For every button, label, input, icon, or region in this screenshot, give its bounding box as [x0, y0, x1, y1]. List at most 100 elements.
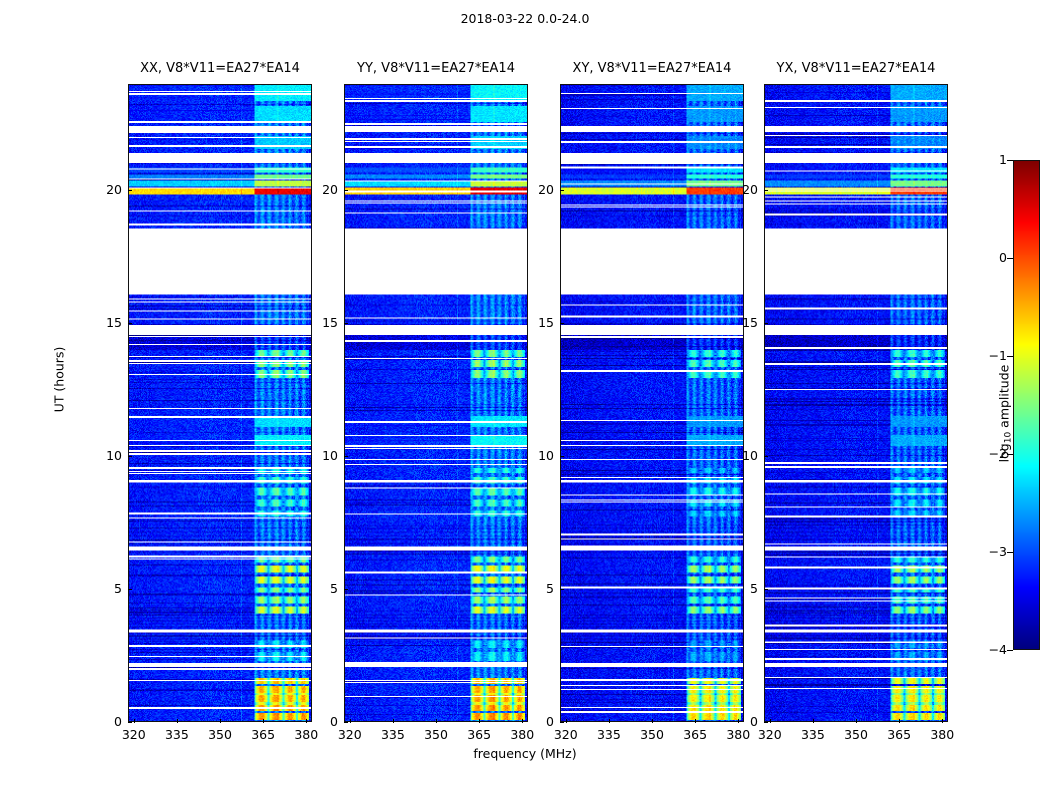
colorbar-tick-mark	[1007, 552, 1013, 553]
y-tick-mark	[128, 722, 132, 723]
x-tick-label: 320	[757, 727, 782, 742]
y-tick-label: 0	[546, 714, 554, 729]
waterfall-panel-xx[interactable]	[128, 84, 312, 722]
x-tick-label: 350	[424, 727, 448, 742]
x-tick-label: 365	[683, 727, 708, 742]
colorbar-label-subscript: 10	[1003, 431, 1014, 444]
colorbar-tick-mark	[1007, 160, 1013, 161]
x-tick-mark	[608, 719, 610, 723]
y-tick-mark	[128, 456, 132, 458]
colorbar-tick-label: −1	[988, 348, 1007, 363]
x-tick-mark	[942, 719, 944, 723]
y-tick-mark	[560, 456, 564, 458]
panel-title-yx: YX, V8*V11=EA27*EA14	[776, 61, 936, 76]
x-tick-mark	[436, 719, 437, 723]
x-tick-label: 350	[844, 727, 868, 742]
y-tick-mark	[344, 722, 348, 723]
y-tick-mark	[344, 456, 348, 458]
y-tick-mark	[764, 722, 768, 723]
x-tick-mark	[220, 719, 221, 723]
y-tick-label: 0	[750, 714, 758, 729]
y-tick-mark	[344, 323, 348, 325]
y-tick-label: 15	[322, 315, 338, 331]
y-tick-label: 0	[114, 714, 122, 729]
x-tick-label: 320	[553, 727, 578, 742]
y-tick-mark	[128, 190, 132, 192]
x-tick-label: 335	[800, 727, 825, 742]
x-tick-mark	[812, 719, 814, 723]
x-tick-mark	[899, 719, 901, 723]
y-tick-mark	[560, 722, 564, 723]
y-tick-mark	[128, 589, 132, 591]
x-tick-mark	[856, 719, 857, 723]
x-tick-label: 335	[380, 727, 405, 742]
panel-title-yy: YY, V8*V11=EA27*EA14	[357, 61, 515, 76]
x-axis-label: frequency (MHz)	[473, 746, 577, 761]
y-tick-mark	[560, 589, 564, 591]
waterfall-panel-yx[interactable]	[764, 84, 948, 722]
colorbar-tick-mark	[1007, 650, 1013, 651]
x-tick-mark	[769, 719, 771, 723]
y-tick-label: 20	[538, 182, 554, 198]
y-tick-mark	[344, 589, 348, 591]
x-tick-mark	[565, 719, 567, 723]
x-tick-label: 335	[164, 727, 189, 742]
y-tick-label: 5	[750, 581, 758, 597]
x-tick-mark	[738, 719, 740, 723]
figure-suptitle: 2018-03-22 0.0-24.0	[460, 11, 590, 26]
y-tick-mark	[764, 190, 768, 192]
y-tick-label: 10	[742, 448, 758, 464]
x-tick-mark	[522, 719, 524, 723]
y-tick-label: 15	[106, 315, 122, 331]
x-tick-mark	[176, 719, 178, 723]
y-tick-label: 20	[742, 182, 758, 198]
colorbar-tick-label: 0	[999, 250, 1007, 265]
colorbar-tick-mark	[1007, 258, 1013, 259]
x-tick-mark	[695, 719, 697, 723]
colorbar-label-suffix: amplitude	[996, 364, 1012, 432]
x-tick-mark	[349, 719, 351, 723]
panel-title-xy: XY, V8*V11=EA27*EA14	[572, 61, 732, 76]
colorbar[interactable]	[1013, 160, 1040, 650]
y-axis-label: UT (hours)	[51, 346, 67, 413]
y-tick-mark	[344, 190, 348, 192]
y-tick-mark	[764, 456, 768, 458]
colorbar-tick-label: −2	[988, 446, 1007, 461]
colorbar-tick-mark	[1007, 356, 1013, 357]
y-tick-label: 10	[538, 448, 554, 464]
x-tick-mark	[133, 719, 135, 723]
y-tick-mark	[560, 190, 564, 192]
colorbar-tick-label: 1	[999, 152, 1007, 167]
x-tick-label: 350	[640, 727, 664, 742]
y-tick-label: 15	[742, 315, 758, 331]
y-tick-label: 5	[546, 581, 554, 597]
waterfall-panel-xy[interactable]	[560, 84, 744, 722]
x-tick-label: 365	[887, 727, 912, 742]
y-tick-label: 0	[330, 714, 338, 729]
x-tick-mark	[479, 719, 481, 723]
y-tick-mark	[560, 323, 564, 325]
waterfall-panel-yy[interactable]	[344, 84, 528, 722]
x-tick-label: 380	[294, 727, 319, 742]
y-tick-mark	[128, 323, 132, 325]
y-tick-label: 10	[106, 448, 122, 464]
x-tick-label: 380	[510, 727, 535, 742]
y-tick-label: 15	[538, 315, 554, 331]
x-tick-mark	[652, 719, 653, 723]
colorbar-label: log10 amplitude	[997, 314, 1014, 514]
x-tick-label: 320	[337, 727, 362, 742]
y-tick-mark	[764, 323, 768, 325]
panel-title-xx: XX, V8*V11=EA27*EA14	[140, 61, 300, 76]
x-tick-mark	[306, 719, 308, 723]
y-tick-label: 5	[330, 581, 338, 597]
x-tick-label: 380	[726, 727, 751, 742]
x-tick-label: 365	[467, 727, 492, 742]
x-tick-mark	[263, 719, 265, 723]
x-tick-label: 350	[208, 727, 232, 742]
y-tick-mark	[764, 589, 768, 591]
x-tick-label: 335	[596, 727, 621, 742]
x-tick-label: 365	[251, 727, 276, 742]
colorbar-tick-label: −3	[988, 544, 1007, 559]
x-tick-label: 380	[930, 727, 955, 742]
